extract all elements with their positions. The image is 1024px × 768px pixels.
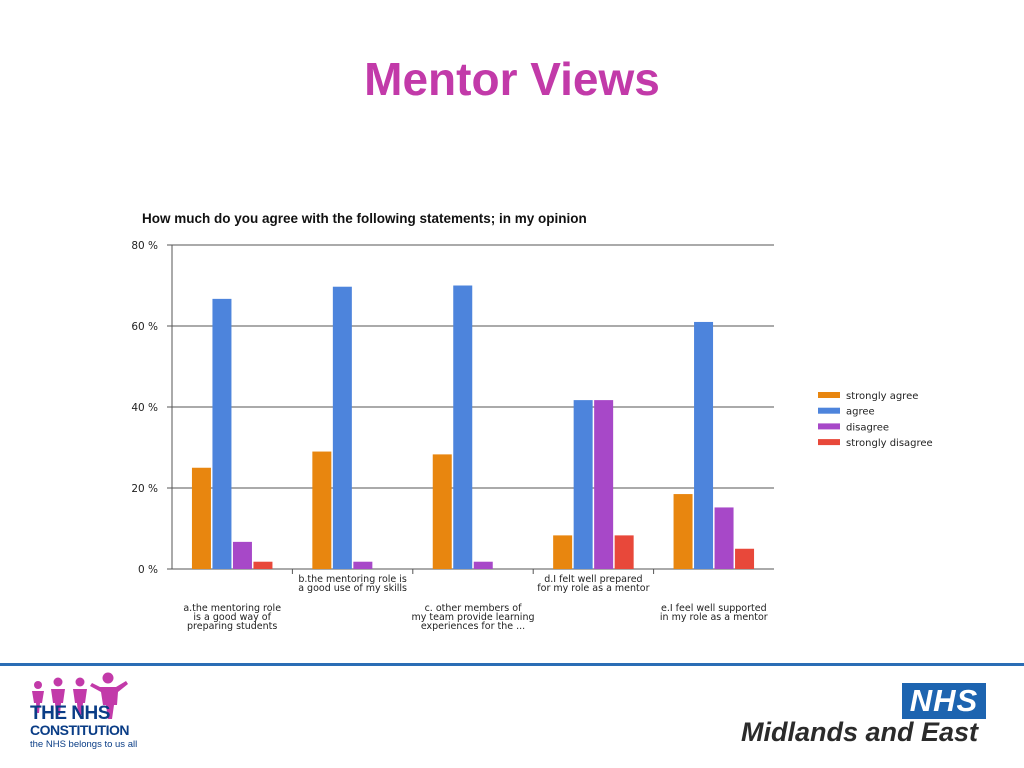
legend-label: strongly disagree xyxy=(846,438,933,449)
constitution-tagline: the NHS belongs to us all xyxy=(30,739,138,750)
region-name: Midlands and East xyxy=(741,717,979,747)
x-category-label: e.I feel well supported xyxy=(661,603,767,614)
bar-strongly-disagree xyxy=(614,535,634,569)
bar-chart: How much do you agree with the following… xyxy=(131,211,933,632)
constitution-subtitle: CONSTITUTION xyxy=(30,722,130,738)
y-tick-label: 80 % xyxy=(131,240,158,252)
bars xyxy=(191,285,755,569)
x-category-label: d.I felt well prepared xyxy=(544,574,642,585)
bar-agree xyxy=(453,285,473,569)
slide-title: Mentor Views xyxy=(364,53,660,105)
bar-strongly-agree xyxy=(312,451,332,569)
legend-label: agree xyxy=(846,407,875,418)
bar-disagree xyxy=(232,541,252,569)
x-category-label: c. other members of xyxy=(425,603,523,614)
x-category-label: b.the mentoring role is xyxy=(298,574,407,585)
bar-strongly-agree xyxy=(553,535,573,569)
x-category-label: my team provide learning xyxy=(411,612,534,623)
chart-title: How much do you agree with the following… xyxy=(142,211,587,226)
legend-label: strongly agree xyxy=(846,391,918,402)
legend: strongly agree agree disagree strongly disa… xyxy=(818,391,933,449)
constitution-title: THE NHS xyxy=(30,703,110,724)
legend-swatch xyxy=(818,407,840,414)
bar-strongly-agree xyxy=(191,467,211,569)
bar-agree xyxy=(573,400,593,569)
x-category-label: is a good way of xyxy=(193,612,271,623)
bar-disagree xyxy=(353,561,373,569)
nhs-logo: NHS xyxy=(902,683,986,719)
legend-label: disagree xyxy=(846,422,889,433)
legend-swatch xyxy=(818,423,840,430)
legend-swatch xyxy=(818,392,840,398)
bar-agree xyxy=(332,286,352,569)
x-category-label: experiences for the ... xyxy=(421,621,525,632)
nhs-constitution-people-icon xyxy=(32,672,128,719)
bar-disagree xyxy=(714,507,734,569)
y-tick-label: 40 % xyxy=(131,402,158,414)
footer-divider xyxy=(0,663,1024,666)
y-tick-label: 0 % xyxy=(138,564,158,576)
y-tick-label: 20 % xyxy=(131,483,158,495)
x-category-label: a good use of my skills xyxy=(298,583,407,594)
bar-strongly-disagree xyxy=(253,561,273,569)
bar-agree xyxy=(212,298,232,569)
bar-strongly-agree xyxy=(432,454,452,569)
bar-strongly-agree xyxy=(673,494,693,569)
x-category-label: a.the mentoring role xyxy=(183,603,281,614)
legend-swatch xyxy=(818,439,840,446)
bar-disagree xyxy=(473,561,493,569)
x-category-label: for my role as a mentor xyxy=(537,583,649,594)
x-category-label: preparing students xyxy=(187,621,277,632)
y-tick-label: 60 % xyxy=(131,321,158,333)
bar-strongly-disagree xyxy=(735,548,755,569)
bar-disagree xyxy=(594,400,614,569)
labels: How much do you agree with the following… xyxy=(131,211,767,632)
x-category-label: in my role as a mentor xyxy=(660,612,768,623)
bar-agree xyxy=(694,321,714,569)
